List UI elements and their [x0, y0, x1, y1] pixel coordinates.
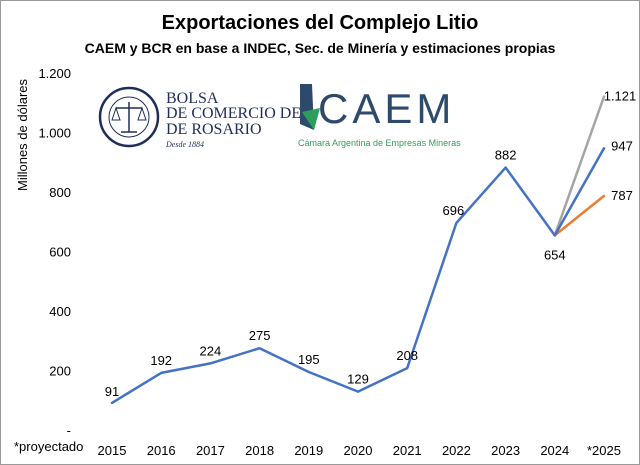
y-tick-label: 200 — [49, 364, 71, 379]
data-label: 654 — [544, 247, 566, 262]
y-tick-label: - — [67, 423, 71, 438]
data-label: 947 — [611, 138, 633, 153]
data-label: 192 — [150, 353, 172, 368]
bcr-seal-icon — [98, 86, 160, 148]
chart-title: Exportaciones del Complejo Litio — [162, 12, 479, 34]
x-axis-ticks: 2015 2016 2017 2018 2019 2020 2021 2022 2023 2024… — [98, 443, 621, 458]
x-tick-label: 2017 — [196, 443, 225, 458]
data-label: 1.121 — [604, 89, 637, 104]
y-tick-label: 1.000 — [38, 126, 71, 141]
data-label: 129 — [347, 372, 369, 387]
bcr-logo-since: Desde 1884 — [165, 140, 204, 149]
x-tick-label: 2019 — [294, 443, 323, 458]
series-line-2 — [553, 194, 606, 237]
data-label: 696 — [443, 203, 465, 218]
data-label: 787 — [611, 188, 633, 203]
x-tick-label: 2023 — [491, 443, 520, 458]
bcr-logo-line3: DE ROSARIO — [166, 121, 262, 138]
data-label: 275 — [249, 328, 271, 343]
caem-logo-tagline: Cámara Argentina de Empresas Mineras — [298, 138, 461, 148]
caem-logo-name: CAEM — [318, 85, 455, 132]
x-tick-label: 2021 — [393, 443, 422, 458]
y-tick-label: 1.200 — [38, 66, 71, 81]
x-tick-label: 2015 — [98, 443, 127, 458]
x-tick-label: 2016 — [147, 443, 176, 458]
series-line-0 — [110, 147, 606, 405]
bcr-logo-line1: BOLSA — [166, 90, 219, 107]
y-tick-label: 400 — [49, 304, 71, 319]
y-tick-label: 600 — [49, 245, 71, 260]
x-tick-label: *2025 — [587, 443, 621, 458]
bcr-logo: BOLSA DE COMERCIO DE DE ROSARIO Desde 18… — [98, 86, 301, 149]
chart-subtitle: CAEM y BCR en base a INDEC, Sec. de Mine… — [85, 40, 556, 56]
series-lines — [110, 95, 606, 405]
data-label: 91 — [105, 384, 119, 399]
x-tick-label: 2020 — [344, 443, 373, 458]
series-line-1 — [553, 95, 606, 237]
y-tick-label: 800 — [49, 185, 71, 200]
data-label: 224 — [200, 343, 222, 358]
x-tick-label: 2022 — [442, 443, 471, 458]
bcr-logo-line2: DE COMERCIO DE — [166, 105, 301, 122]
x-tick-label: 2018 — [245, 443, 274, 458]
y-axis-ticks: - 200 400 600 800 1.000 1.200 — [38, 66, 71, 438]
y-axis-label: Millones de dólares — [15, 79, 30, 192]
data-label: 195 — [298, 352, 320, 367]
data-label: 882 — [495, 148, 517, 163]
x-tick-label: 2024 — [540, 443, 569, 458]
caem-logo: CAEM Cámara Argentina de Empresas Minera… — [298, 84, 461, 148]
data-labels: 91 192 224 275 195 129 208 696 882 654 947 1.121 787 — [105, 89, 637, 399]
footnote: *proyectado — [14, 439, 83, 454]
data-label: 208 — [396, 348, 418, 363]
caem-accent-icon — [302, 108, 320, 130]
